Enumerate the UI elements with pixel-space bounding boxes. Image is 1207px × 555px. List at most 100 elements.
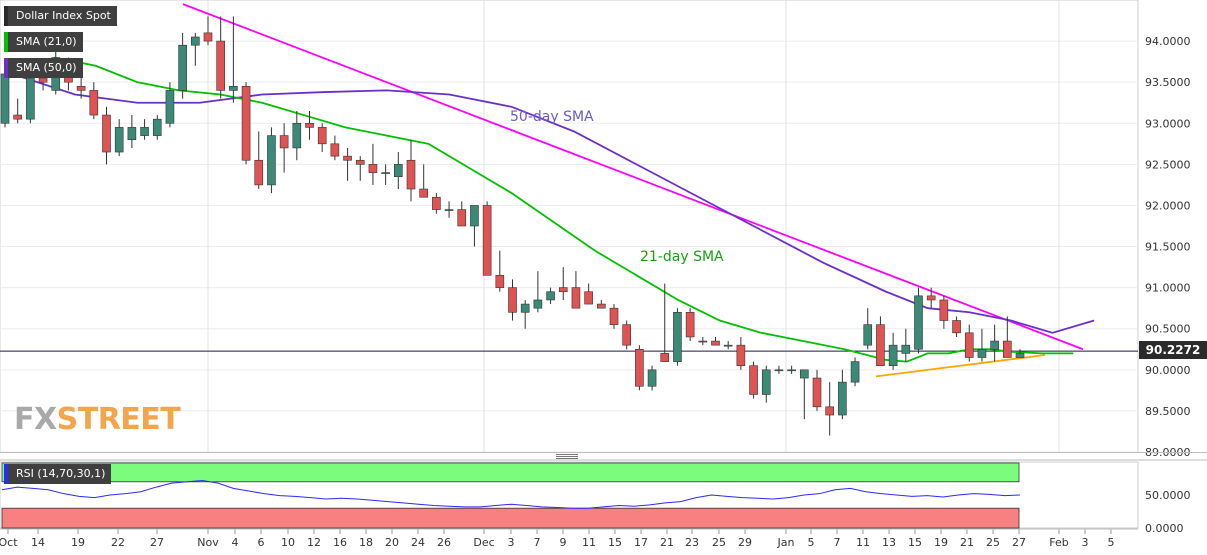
x-tick-label: 3 (508, 536, 515, 549)
annotation-21day-sma: 21-day SMA (640, 249, 724, 265)
x-tick-label: 15 (908, 536, 922, 549)
candle-down (952, 320, 961, 334)
candle-up (546, 291, 555, 301)
candle-down (13, 114, 22, 120)
y-tick-label: 91.5000 (1145, 241, 1191, 254)
candle-down (432, 196, 441, 210)
rsi-oversold-zone (1, 507, 1020, 529)
candle-up (1015, 353, 1025, 358)
candle-down (203, 32, 213, 42)
candle-down (939, 299, 949, 321)
candle-up (800, 369, 809, 379)
x-tick-label: 26 (437, 536, 451, 549)
x-tick-label: 16 (333, 536, 347, 549)
fxstreet-logo: FXSTREET (14, 402, 181, 437)
candle-up (673, 311, 682, 362)
candle-up (838, 381, 847, 416)
y-tick-label: 92.0000 (1145, 199, 1191, 212)
pane-splitter-handle[interactable] (556, 454, 578, 460)
candle-up (114, 127, 124, 153)
x-tick-label: 11 (582, 536, 596, 549)
x-tick-label: 14 (31, 536, 45, 549)
candle-down (711, 340, 720, 346)
rsi-overbought-zone (1, 462, 1020, 483)
x-tick-label: Nov (197, 536, 219, 549)
candle-up (863, 324, 873, 346)
candle-up (191, 36, 200, 46)
support-trendline (875, 354, 1046, 378)
x-tick-label: 18 (359, 536, 373, 549)
candle-down (508, 287, 517, 313)
annotation-50day-sma: 50-day SMA (510, 109, 594, 125)
x-tick-label: 19 (71, 536, 85, 549)
y-tick-label: 92.5000 (1145, 158, 1191, 171)
legend-sma50-text: SMA (50,0) (16, 61, 77, 74)
candle-down (622, 324, 631, 346)
rsi-line (1, 479, 1021, 509)
x-tick-label: Feb (1049, 536, 1068, 549)
x-tick-label: 27 (1012, 536, 1026, 549)
candle-up (698, 340, 708, 343)
candle-up (0, 73, 10, 124)
x-tick-label: 23 (685, 536, 699, 549)
candle-down (1003, 340, 1012, 358)
legend-swatch (4, 6, 8, 26)
candle-down (343, 155, 352, 161)
x-tick-label: 4 (232, 536, 239, 549)
candle-up (787, 369, 796, 372)
legend-title-text: Dollar Index Spot (16, 9, 111, 22)
x-tick-label: 25 (986, 536, 1000, 549)
x-tick-label: 13 (882, 536, 896, 549)
axes: 89.000089.500090.000090.500091.000091.50… (0, 35, 1191, 549)
trendlines (182, 3, 1084, 378)
candle-down (419, 188, 428, 198)
legend-sma21-text: SMA (21,0) (16, 35, 77, 48)
resistance-trendline (182, 3, 1084, 351)
x-tick-label: 20 (385, 536, 399, 549)
candle-down (926, 295, 936, 301)
candle-up (850, 361, 860, 383)
rsi-y-tick-label: 0.0000 (1145, 522, 1184, 535)
candle-up (26, 77, 35, 120)
sma50-line (12, 73, 1095, 334)
x-tick-label: 29 (738, 536, 752, 549)
candle-down (317, 127, 327, 145)
x-tick-label: 27 (150, 536, 164, 549)
candle-up (533, 299, 543, 309)
candle-up (444, 209, 454, 211)
x-tick-label: Dec (473, 536, 494, 549)
x-tick-label: 15 (608, 536, 622, 549)
candle-up (647, 369, 657, 387)
candle-down (254, 159, 264, 186)
x-tick-label: Oct (0, 536, 18, 549)
candle-down (330, 143, 340, 157)
candle-down (635, 348, 644, 387)
rsi-pane: 0.0000 50.0000 (0, 452, 1207, 535)
x-tick-label: Jan (777, 536, 795, 549)
candle-down (216, 40, 225, 91)
legend-rsi-text: RSI (14,70,30,1) (16, 467, 106, 480)
candle-down (964, 332, 974, 358)
plot-frame (0, 0, 1139, 453)
candle-down (355, 159, 365, 165)
candle-down (685, 311, 695, 338)
candles (0, 16, 1025, 436)
y-tick-label: 91.0000 (1145, 282, 1191, 295)
x-tick-label: 11 (856, 536, 870, 549)
x-tick-label: 5 (1108, 536, 1115, 549)
x-tick-label: 17 (634, 536, 648, 549)
candle-down (736, 344, 746, 367)
candle-down (482, 205, 492, 276)
x-tick-label: 12 (307, 536, 321, 549)
candle-down (305, 122, 314, 128)
last-price-badge: 90.2272 (1139, 341, 1207, 359)
candle-down (76, 85, 86, 91)
y-tick-label: 94.0000 (1145, 35, 1191, 48)
candle-up (888, 344, 898, 367)
logo-part-fx: FX (14, 402, 57, 437)
candle-up (140, 127, 149, 136)
legend-swatch-rsi (4, 464, 8, 484)
candle-up (381, 172, 390, 174)
y-tick-label: 90.0000 (1145, 364, 1191, 377)
